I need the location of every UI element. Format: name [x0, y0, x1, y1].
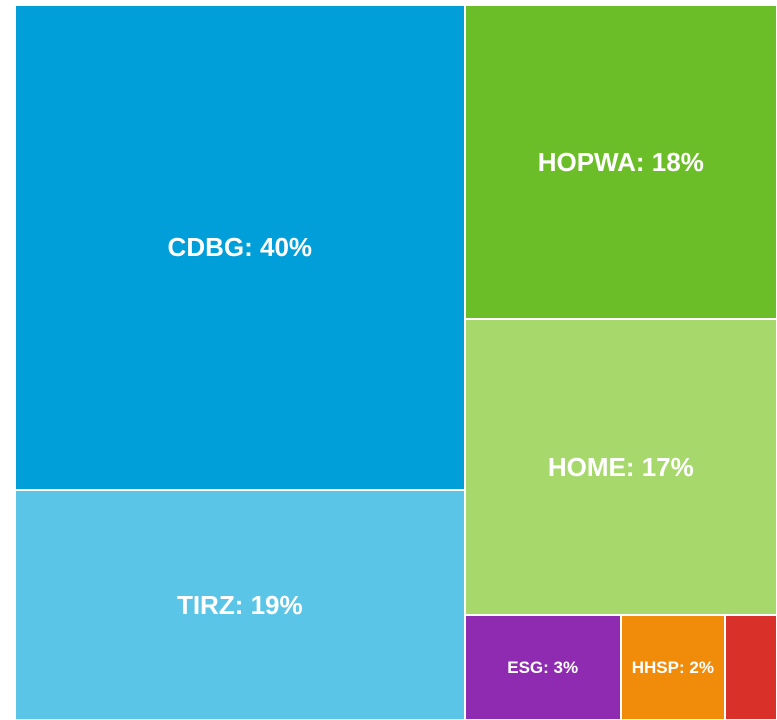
tile: HOME: 17% — [464, 318, 777, 616]
tile: TIRZ: 19% — [15, 489, 465, 720]
tile: CDBG: 40% — [15, 5, 465, 490]
tile: HOPWA: 18% — [464, 5, 777, 319]
tile-label: HHSP: 2% — [631, 658, 714, 678]
tile: HHSP: 2% — [620, 615, 725, 720]
tile — [724, 615, 777, 720]
tile-label: HOPWA: 18% — [537, 146, 704, 177]
tile-label: HOME: 17% — [547, 451, 694, 482]
tile-label: TIRZ: 19% — [176, 589, 303, 620]
tile-label: ESG: 3% — [507, 658, 579, 678]
tile: ESG: 3% — [464, 615, 621, 720]
tile-label: CDBG: 40% — [167, 232, 313, 263]
